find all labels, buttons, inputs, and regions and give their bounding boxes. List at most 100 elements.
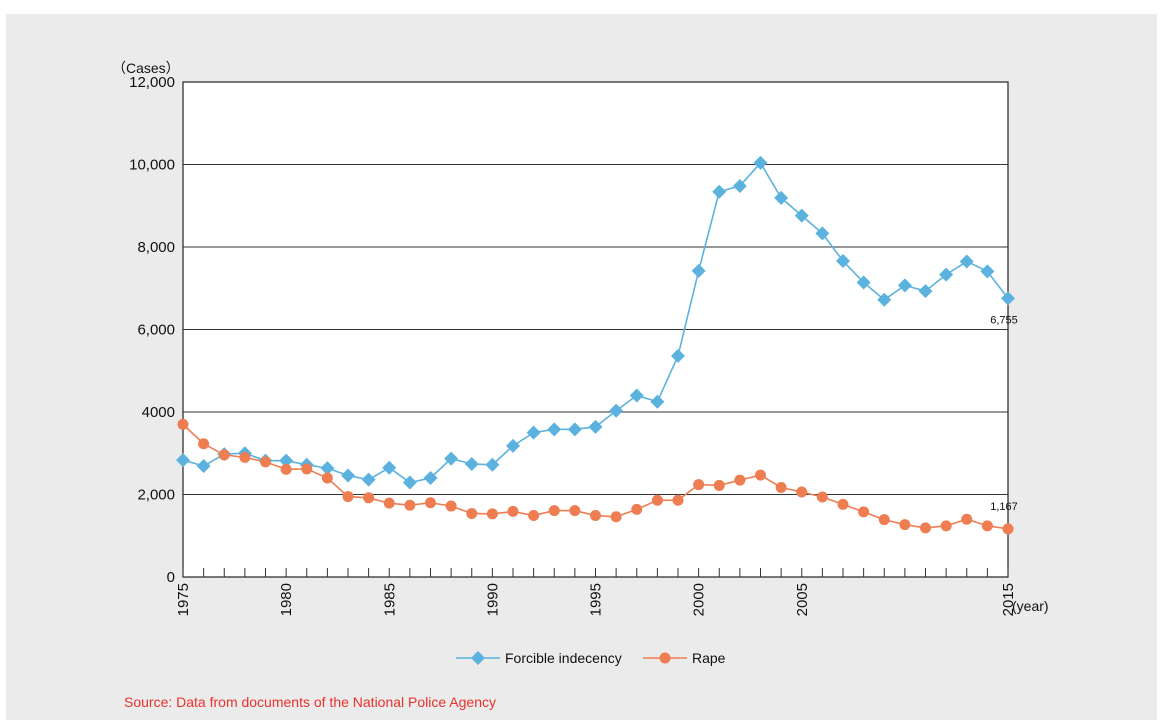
data-point (528, 510, 540, 522)
data-point (959, 254, 974, 269)
data-point (794, 208, 809, 223)
data-label: 1,167 (990, 501, 1018, 513)
data-point (590, 510, 601, 522)
data-point (837, 498, 849, 510)
data-point (981, 520, 993, 532)
data-point (588, 419, 603, 434)
data-point (1001, 291, 1015, 306)
data-point (341, 468, 355, 483)
data-point (693, 479, 705, 491)
data-point (198, 438, 210, 450)
data-point (713, 479, 725, 491)
x-tick-label: 1995 (588, 583, 605, 616)
data-point (321, 472, 333, 484)
y-tick-label: 8,000 (137, 239, 175, 256)
data-point (279, 453, 294, 468)
data-point (672, 494, 684, 506)
data-point (796, 486, 808, 498)
y-tick-label: 6,000 (137, 322, 175, 339)
x-tick-label: 2005 (794, 583, 811, 616)
data-point (712, 184, 727, 199)
data-point (260, 456, 271, 468)
data-point (691, 263, 706, 278)
data-point (567, 422, 582, 437)
data-point (856, 275, 871, 290)
data-point (218, 449, 230, 461)
x-tick-label: 1990 (484, 583, 501, 616)
data-point (507, 505, 519, 517)
data-point (877, 292, 892, 307)
data-point (878, 514, 890, 526)
data-point (569, 505, 581, 517)
legend-label-rape: Rape (692, 650, 726, 666)
data-point (899, 519, 911, 531)
data-point (631, 503, 643, 515)
data-point (775, 481, 787, 493)
data-point (547, 422, 562, 437)
data-point (774, 190, 789, 205)
data-point (402, 475, 417, 490)
data-point (176, 453, 190, 468)
horizontal-gridlines (183, 164, 1008, 495)
x-tick-label: 2000 (691, 583, 708, 616)
data-annotations: 6,755 1,167 (990, 314, 1018, 513)
data-point (486, 508, 498, 520)
data-point (383, 497, 395, 509)
y-tick-label: 0 (167, 569, 175, 586)
data-point (526, 425, 541, 440)
data-point (425, 497, 436, 509)
data-point (836, 254, 850, 269)
legend-label-forcible-indecency: Forcible indecency (505, 650, 622, 666)
data-point (815, 226, 830, 241)
data-point (506, 438, 520, 453)
x-tick-label: 2015 (1000, 583, 1017, 616)
x-tick-label: 1985 (381, 583, 398, 616)
y-tick-label: 12,000 (129, 74, 175, 91)
data-point (466, 507, 478, 519)
data-point (940, 520, 952, 532)
x-tick-label: 1980 (278, 583, 295, 616)
data-point (609, 403, 624, 418)
data-point (961, 513, 973, 525)
data-point (382, 460, 397, 475)
y-axis-unit-label: （Cases） (112, 60, 180, 76)
data-point (320, 461, 335, 476)
y-tick-label: 10,000 (129, 157, 175, 174)
data-point (464, 456, 479, 471)
data-point (897, 278, 912, 293)
x-axis-unit-label: (year) (1012, 598, 1049, 614)
data-label: 6,755 (990, 314, 1018, 326)
data-point (445, 500, 457, 512)
legend-marker-rape (659, 652, 671, 664)
data-point (196, 459, 211, 474)
data-point (610, 511, 622, 523)
data-point (650, 394, 665, 409)
data-point (301, 463, 313, 475)
y-tick-label: 4000 (142, 404, 175, 421)
data-point (404, 499, 416, 511)
x-tick-label: 1975 (175, 583, 192, 616)
series-markers (176, 155, 1015, 535)
data-point (485, 457, 500, 472)
legend-marker-forcible-indecency (471, 651, 485, 665)
data-point (816, 491, 828, 503)
data-point (734, 474, 746, 486)
data-point (858, 506, 870, 518)
data-point (651, 494, 663, 506)
data-point (423, 471, 438, 485)
data-point (918, 284, 933, 299)
data-point (920, 522, 931, 534)
data-point (239, 451, 251, 463)
data-point (939, 267, 954, 282)
data-point (755, 469, 766, 481)
data-point (629, 388, 644, 403)
data-point (548, 505, 560, 517)
data-point (732, 178, 747, 193)
y-tick-label: 2,000 (137, 487, 175, 504)
data-point (177, 418, 189, 430)
data-point (671, 348, 685, 363)
data-point (1002, 523, 1014, 535)
data-point (342, 491, 354, 503)
x-axis-ticks: 1975 1980 1985 1990 1995 2000 2005 2015 (175, 568, 1017, 616)
